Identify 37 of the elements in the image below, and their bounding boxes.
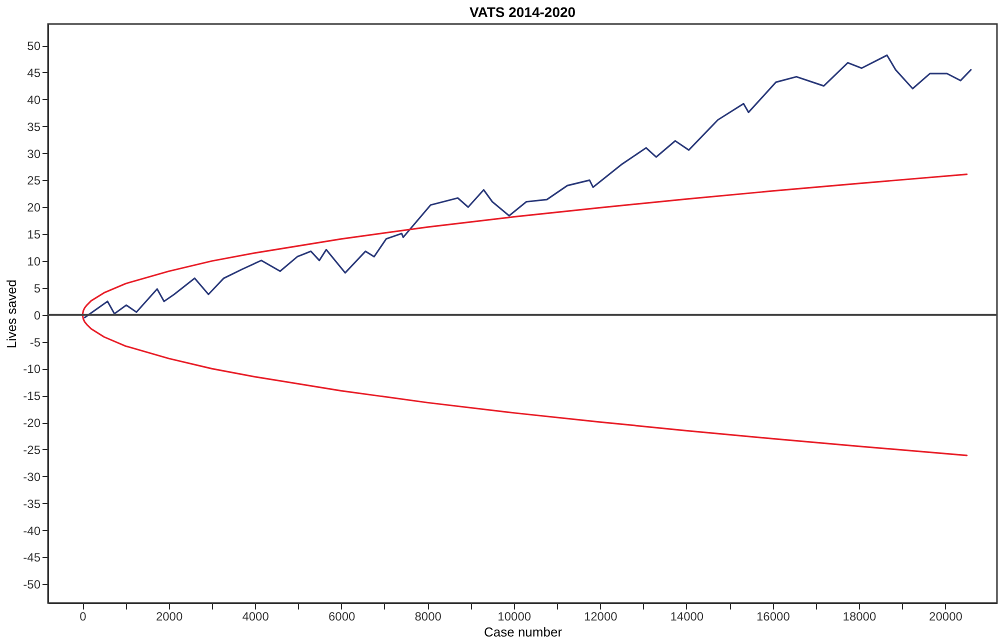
line-series	[84, 54, 972, 318]
y-tick-label: 25	[27, 174, 41, 188]
y-tick-label: 30	[27, 146, 41, 161]
x-tick-label: 6000	[328, 610, 356, 624]
x-tick-label: 4000	[242, 610, 270, 624]
y-tick-label: -35	[23, 496, 41, 511]
y-tick-label: 45	[27, 66, 41, 80]
x-tick-label: 16000	[756, 610, 790, 624]
y-tick-label: 50	[27, 39, 41, 54]
y-tick-label: 15	[27, 228, 41, 242]
y-tick-label: -40	[23, 524, 41, 538]
x-tick-label: 10000	[498, 610, 532, 624]
y-tick-label: 0	[34, 308, 41, 322]
y-tick-label: 20	[27, 200, 41, 215]
x-tick-label: 8000	[414, 610, 442, 624]
y-tick-label: -15	[23, 389, 41, 404]
y-tick-label: -30	[23, 470, 41, 484]
x-tick-label: 0	[80, 610, 87, 624]
x-tick-label: 18000	[842, 610, 876, 624]
y-tick-label: -5	[30, 335, 41, 350]
x-axis-title: Case number	[484, 624, 563, 640]
y-tick-label: 40	[27, 92, 41, 107]
x-tick-label: 12000	[584, 610, 618, 624]
y-tick-label: -45	[23, 550, 41, 565]
chart-title: VATS 2014-2020	[469, 4, 576, 20]
y-tick-label: -50	[23, 578, 41, 592]
line-series	[82, 173, 968, 456]
x-tick-label: 14000	[670, 610, 704, 624]
y-axis-title: Lives saved	[4, 280, 20, 348]
y-tick-label: 35	[27, 120, 41, 134]
x-tick-label: 20000	[929, 610, 963, 624]
y-tick-label: -10	[23, 362, 41, 376]
y-tick-label: 5	[34, 281, 41, 296]
y-tick-label: 10	[27, 254, 41, 268]
x-tick-label: 2000	[156, 610, 183, 624]
y-tick-label: -20	[23, 416, 41, 430]
y-tick-label: -25	[23, 443, 41, 457]
